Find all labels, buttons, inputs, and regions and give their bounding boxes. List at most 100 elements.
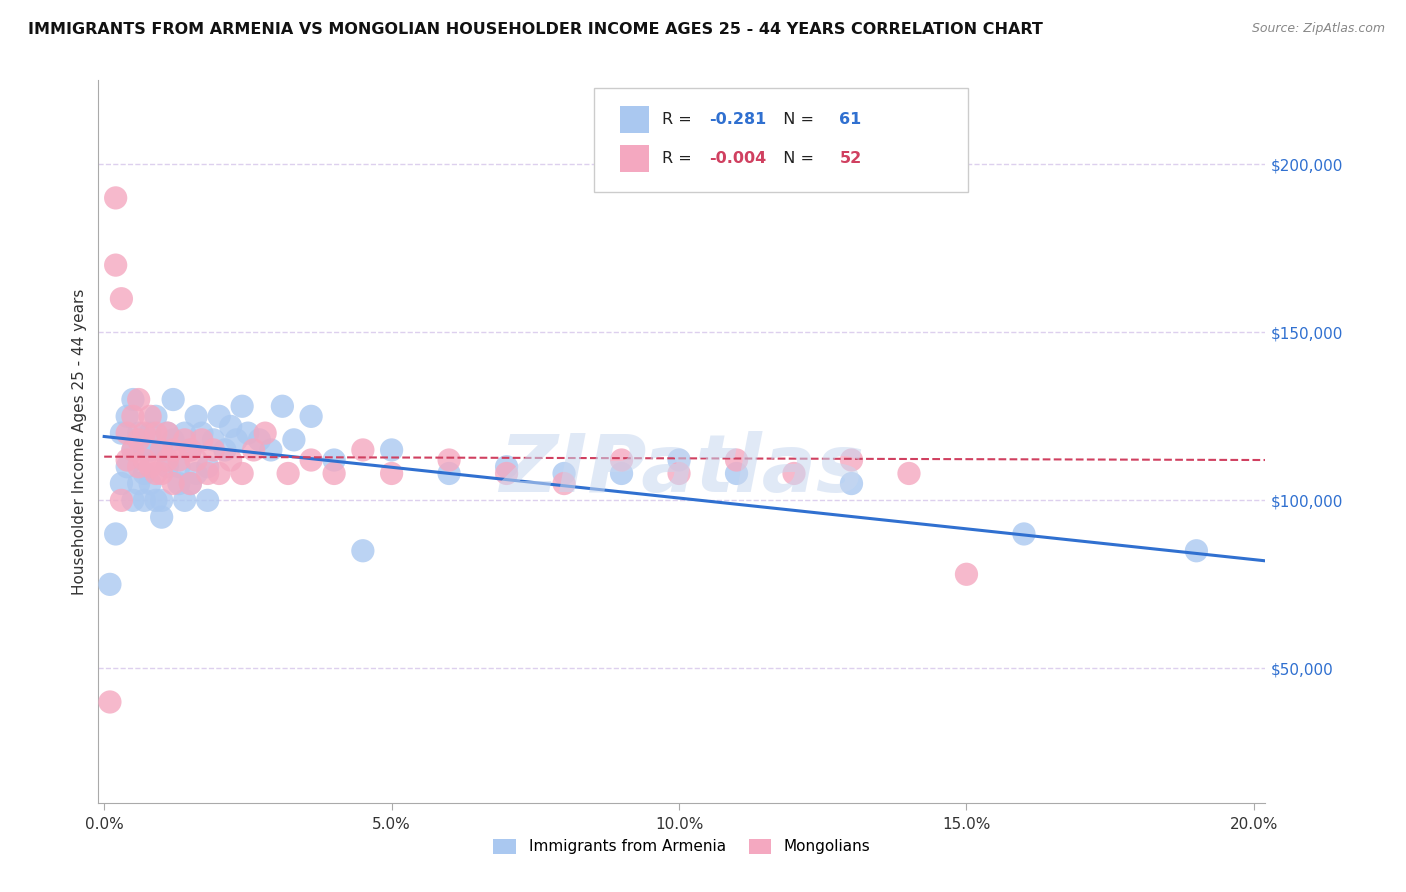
- Point: [134, 467, 156, 481]
- Point: [139, 476, 162, 491]
- Point: [277, 467, 299, 481]
- Point: [242, 442, 264, 457]
- Point: [254, 426, 277, 441]
- Point: [841, 453, 863, 467]
- Point: [214, 442, 236, 457]
- Point: [122, 392, 145, 407]
- Text: -0.281: -0.281: [709, 112, 766, 127]
- Point: [495, 459, 517, 474]
- Point: [841, 476, 863, 491]
- Point: [725, 453, 748, 467]
- Bar: [620, 145, 650, 172]
- Point: [150, 442, 173, 457]
- Point: [98, 695, 121, 709]
- Point: [186, 467, 208, 481]
- Point: [134, 493, 156, 508]
- Point: [179, 476, 201, 491]
- Point: [139, 409, 162, 424]
- Point: [156, 453, 179, 467]
- Text: ZIPatlas: ZIPatlas: [499, 432, 865, 509]
- Point: [197, 459, 219, 474]
- Point: [150, 493, 173, 508]
- Point: [128, 392, 150, 407]
- Point: [437, 453, 460, 467]
- Point: [134, 453, 156, 467]
- Point: [167, 476, 190, 491]
- Point: [156, 426, 179, 441]
- Point: [128, 426, 150, 441]
- Point: [115, 459, 138, 474]
- Point: [162, 442, 184, 457]
- Point: [668, 453, 690, 467]
- Point: [352, 543, 374, 558]
- Point: [323, 453, 346, 467]
- Text: 61: 61: [839, 112, 862, 127]
- Point: [139, 426, 162, 441]
- Point: [725, 467, 748, 481]
- Point: [495, 467, 517, 481]
- Point: [553, 467, 575, 481]
- Point: [150, 510, 173, 524]
- Point: [247, 433, 270, 447]
- Y-axis label: Householder Income Ages 25 - 44 years: Householder Income Ages 25 - 44 years: [72, 288, 87, 595]
- Point: [231, 399, 253, 413]
- Point: [179, 442, 201, 457]
- Point: [955, 567, 977, 582]
- Point: [104, 258, 127, 272]
- Point: [1012, 527, 1035, 541]
- Legend: Immigrants from Armenia, Mongolians: Immigrants from Armenia, Mongolians: [488, 832, 876, 861]
- Point: [219, 419, 242, 434]
- Point: [139, 459, 162, 474]
- Point: [225, 433, 247, 447]
- Point: [110, 426, 132, 441]
- Point: [110, 493, 132, 508]
- Point: [162, 392, 184, 407]
- Point: [610, 467, 633, 481]
- FancyBboxPatch shape: [595, 87, 967, 193]
- Point: [156, 459, 179, 474]
- Point: [1185, 543, 1208, 558]
- Point: [299, 453, 322, 467]
- Point: [186, 409, 208, 424]
- Point: [352, 442, 374, 457]
- Point: [173, 426, 195, 441]
- Point: [98, 577, 121, 591]
- Point: [162, 433, 184, 447]
- Point: [323, 467, 346, 481]
- Point: [202, 442, 225, 457]
- Point: [167, 459, 190, 474]
- Point: [173, 493, 195, 508]
- Point: [104, 191, 127, 205]
- Point: [150, 467, 173, 481]
- Point: [179, 442, 201, 457]
- Point: [197, 493, 219, 508]
- Point: [260, 442, 283, 457]
- Point: [299, 409, 322, 424]
- Text: R =: R =: [662, 112, 697, 127]
- Point: [145, 493, 167, 508]
- Point: [191, 433, 214, 447]
- Text: R =: R =: [662, 151, 697, 166]
- Point: [134, 442, 156, 457]
- Point: [122, 409, 145, 424]
- Point: [145, 467, 167, 481]
- Point: [110, 292, 132, 306]
- Point: [150, 442, 173, 457]
- Point: [236, 426, 259, 441]
- Point: [191, 426, 214, 441]
- Point: [179, 476, 201, 491]
- Point: [110, 476, 132, 491]
- Point: [128, 433, 150, 447]
- Point: [104, 527, 127, 541]
- Point: [145, 409, 167, 424]
- Point: [173, 433, 195, 447]
- Point: [115, 453, 138, 467]
- Point: [128, 459, 150, 474]
- Point: [208, 467, 231, 481]
- Text: Source: ZipAtlas.com: Source: ZipAtlas.com: [1251, 22, 1385, 36]
- Point: [162, 476, 184, 491]
- Point: [122, 442, 145, 457]
- Point: [208, 409, 231, 424]
- Point: [231, 467, 253, 481]
- Point: [783, 467, 806, 481]
